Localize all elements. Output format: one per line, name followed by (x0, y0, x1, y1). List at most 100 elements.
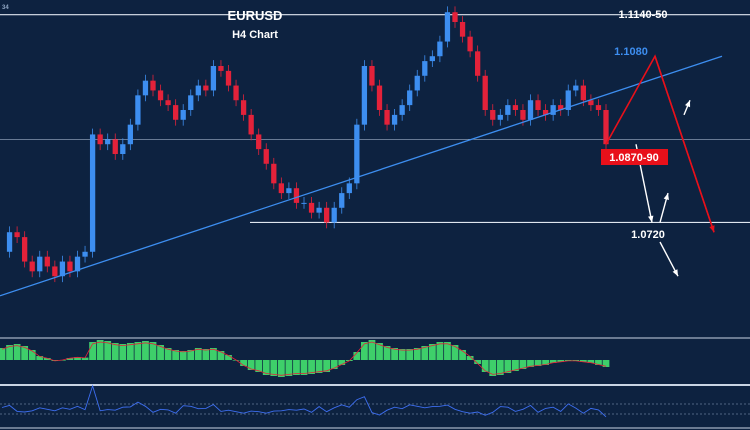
macd-bar (13, 344, 21, 360)
level-label-1-1140: 1.1140-50 (619, 9, 668, 21)
macd-bar (496, 360, 504, 375)
candle-body (165, 100, 171, 106)
macd-bar (398, 349, 406, 360)
candle-body (308, 202, 315, 213)
candle-body (429, 56, 435, 62)
candle-body (286, 188, 292, 194)
white-arrow-0-head (648, 215, 654, 223)
macd-bar (338, 360, 346, 365)
candle-body (180, 110, 186, 120)
candle-body (376, 85, 383, 110)
candle-body (150, 80, 156, 91)
white-arrow-2-head (672, 269, 678, 277)
candle-body (520, 110, 526, 120)
candle-body (422, 61, 428, 76)
candle-body (437, 41, 443, 57)
candle-body (369, 66, 375, 86)
candle-body (558, 105, 564, 110)
candle-body (497, 114, 503, 120)
candle-body (361, 66, 368, 125)
chart-title: EURUSD (228, 8, 283, 23)
macd-bar (111, 343, 119, 360)
macd-bar (179, 351, 187, 360)
macd-bar (504, 360, 512, 373)
macd-bar (285, 360, 293, 376)
candle-body (52, 266, 58, 277)
macd-bar (194, 348, 202, 360)
macd-bar (413, 348, 421, 360)
candle-body (407, 90, 413, 106)
candle-body (248, 114, 254, 135)
projection-arrows (605, 54, 715, 277)
macd-bar (126, 343, 134, 360)
candle-body (354, 124, 360, 184)
candle-body (384, 110, 390, 125)
candle-body (240, 100, 247, 115)
candle-body (391, 114, 398, 125)
macd-bar (217, 351, 225, 360)
macd-bar (96, 340, 104, 360)
candle-body (59, 261, 66, 277)
macd-bar (579, 360, 587, 362)
candle-body (452, 12, 458, 22)
candle-body (14, 232, 20, 238)
macd-bar (383, 346, 391, 360)
trendline-layer (0, 55, 723, 297)
candle-body (173, 105, 179, 120)
macd-bar (459, 350, 466, 360)
candle-body (293, 188, 300, 203)
macd-bar (210, 348, 217, 360)
candle-body (505, 105, 511, 115)
candle-body (588, 100, 594, 106)
macd-bar (534, 360, 542, 366)
macd-bar (202, 349, 210, 360)
macd-bar (436, 342, 444, 360)
candle-body (142, 80, 149, 96)
level-label-1-1080: 1.1080 (614, 46, 648, 58)
macd-bar (255, 360, 263, 372)
macd-bar (157, 345, 164, 360)
macd-bar (481, 360, 489, 372)
macd-bar (595, 360, 602, 365)
level-label-1-0870: 1.0870-90 (609, 152, 659, 164)
candle-body (459, 22, 466, 37)
trendline (0, 55, 723, 297)
candle-body (127, 124, 133, 145)
macd-bar (527, 360, 534, 367)
macd-bar (542, 360, 549, 365)
red-arrow-head (709, 225, 715, 233)
chart-subtitle: H4 Chart (232, 29, 278, 41)
candle-body (233, 85, 239, 101)
macd-bar (315, 360, 323, 373)
macd-bar (172, 350, 180, 360)
candle-body (595, 105, 602, 110)
macd-bar (376, 343, 383, 360)
candle-body (203, 85, 209, 91)
macd-bar (300, 360, 308, 375)
macd-bar (444, 342, 451, 360)
candle-body (210, 66, 217, 91)
macd-bar (119, 344, 127, 360)
candlestick-series (6, 6, 609, 283)
candle-body (89, 134, 96, 252)
candle-body (271, 163, 277, 184)
macd-bar (557, 360, 565, 362)
candle-body (542, 110, 549, 115)
candle-body (263, 149, 269, 164)
macd-bar (43, 358, 51, 360)
macd-bar (549, 360, 557, 363)
candle-body (44, 256, 50, 267)
corner-label: 34 (2, 5, 9, 11)
candle-body (256, 134, 262, 150)
macd-bar (240, 360, 247, 366)
candle-body (225, 70, 232, 86)
candle-body (535, 100, 541, 110)
candle-body (324, 207, 330, 223)
candle-body (346, 183, 352, 194)
candle-body (512, 105, 519, 110)
candle-body (399, 105, 405, 115)
macd-bar (587, 360, 595, 363)
candle-body (120, 144, 126, 154)
